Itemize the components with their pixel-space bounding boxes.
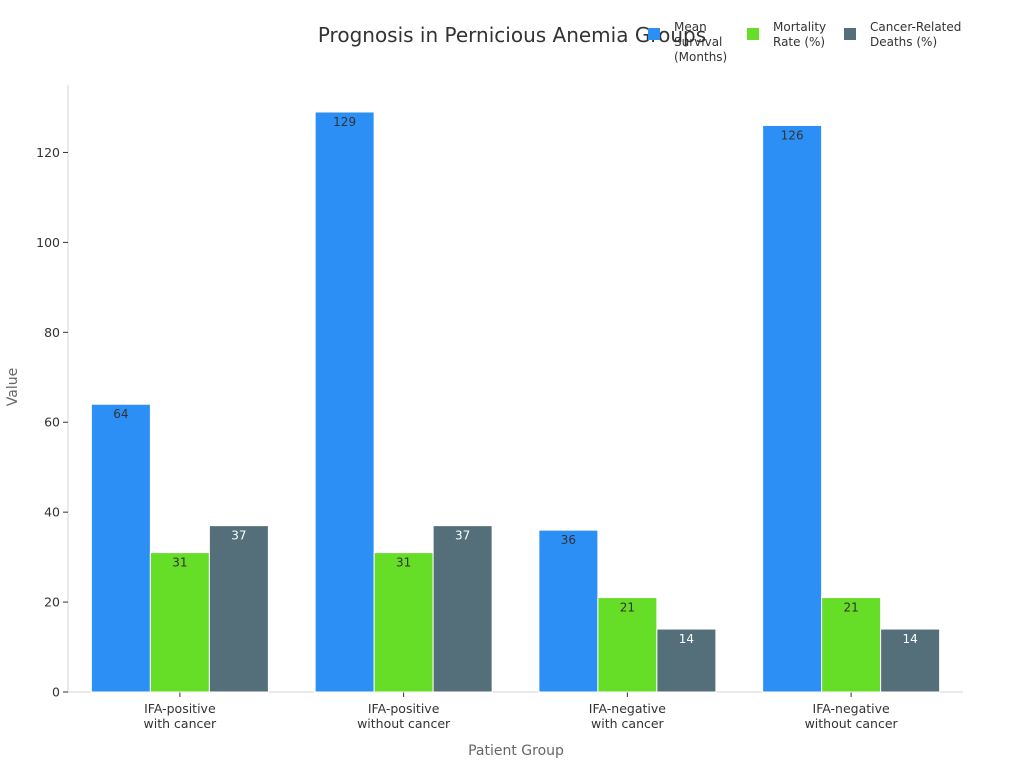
data-label: 129 [333, 115, 356, 129]
bar [656, 628, 717, 693]
bar [432, 525, 493, 693]
y-tick-label: 40 [44, 505, 60, 520]
legend-label: Cancer-Related Deaths (%) [870, 20, 961, 49]
legend: Mean Survival (Months) Mortality Rate (%) Can… [648, 20, 961, 64]
data-label: 21 [620, 601, 635, 615]
bar [208, 525, 269, 693]
legend-swatch [747, 28, 759, 40]
value-labels: 64 31 37 129 31 37 36 21 14 126 21 14 [113, 115, 918, 646]
data-label: 14 [679, 632, 694, 646]
y-tick-label: 0 [52, 685, 60, 700]
data-label: 36 [561, 533, 576, 547]
y-tick-label: 100 [36, 235, 60, 250]
x-tick-label: IFA-positive with cancer [144, 701, 218, 731]
legend-swatch [648, 28, 660, 40]
legend-swatch [844, 28, 856, 40]
bar [314, 111, 375, 693]
legend-item: Mean Survival (Months) [648, 20, 727, 64]
legend-item: Cancer-Related Deaths (%) [844, 20, 961, 49]
y-tick-label: 60 [44, 415, 60, 430]
data-label: 64 [113, 407, 128, 421]
bar [538, 529, 599, 693]
x-tick-label: IFA-positive without cancer [357, 701, 451, 731]
x-axis-title: Patient Group [468, 743, 564, 759]
data-label: 126 [781, 128, 804, 142]
axes: 0 20 40 60 80 100 120 IFA-positive with cancer IF… [36, 85, 963, 731]
chart-title: Prognosis in Pernicious Anemia Groups [318, 23, 706, 47]
x-tick-label: IFA-negative with cancer [589, 701, 666, 731]
data-label: 37 [455, 529, 470, 543]
y-axis-title: Value [5, 368, 21, 406]
bar [373, 552, 434, 693]
bar [90, 403, 151, 693]
data-label: 31 [396, 556, 411, 570]
bars [90, 111, 941, 693]
data-label: 21 [843, 601, 858, 615]
y-tick-label: 80 [44, 325, 60, 340]
bar [762, 124, 823, 693]
legend-label: Mortality Rate (%) [773, 20, 826, 49]
y-tick-label: 120 [36, 145, 60, 160]
legend-label: Mean Survival (Months) [674, 20, 727, 64]
data-label: 37 [231, 529, 246, 543]
legend-item: Mortality Rate (%) [747, 20, 826, 49]
x-tick-label: IFA-negative without cancer [805, 701, 899, 731]
data-label: 31 [172, 556, 187, 570]
bar [149, 552, 210, 693]
bar [821, 597, 882, 693]
bar [880, 628, 941, 693]
data-label: 14 [902, 632, 917, 646]
y-tick-label: 20 [44, 595, 60, 610]
